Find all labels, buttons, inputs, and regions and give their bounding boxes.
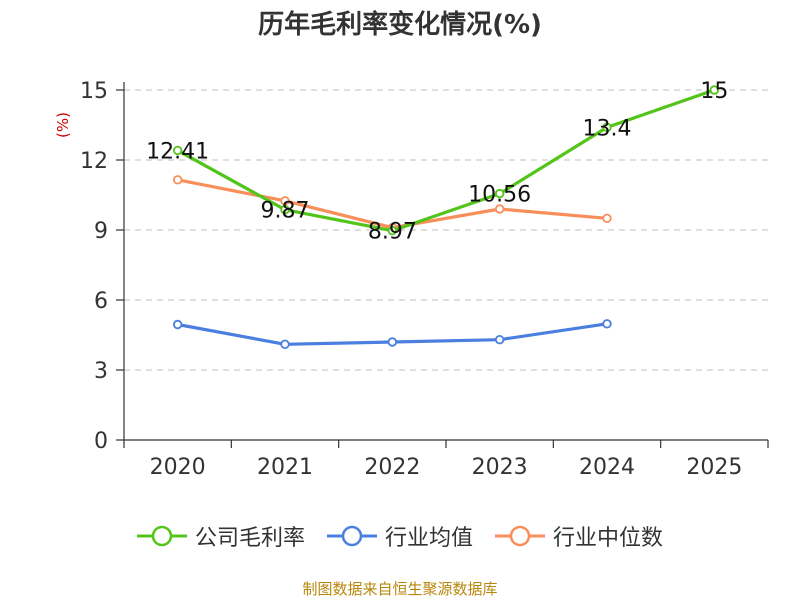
point-company <box>709 85 720 95</box>
y-tick-label: 15 <box>80 79 108 104</box>
point-company <box>494 188 505 199</box>
axes: 0 3 6 9 12 15 2020 2021 2022 2023 2024 2025 <box>80 79 769 480</box>
point-industry-avg <box>280 339 290 350</box>
x-tick-label: 2021 <box>257 455 313 480</box>
x-tick-label: 2024 <box>579 455 635 480</box>
point-company <box>172 145 183 156</box>
legend-item-industry-avg[interactable]: 行业均值 <box>326 520 473 552</box>
gridlines <box>124 89 768 371</box>
data-label: 15 <box>700 79 728 104</box>
legend-marker-industry-avg <box>341 525 363 547</box>
y-tick-label: 9 <box>94 219 108 244</box>
y-tick-label: 0 <box>94 429 108 454</box>
legend-marker-company <box>151 525 173 547</box>
data-label: 8.97 <box>368 220 417 245</box>
legend-marker-industry-median <box>509 525 531 547</box>
y-tick-label: 6 <box>94 289 108 314</box>
series-lines <box>172 85 720 350</box>
point-company <box>387 225 398 236</box>
point-industry-median <box>280 196 290 206</box>
point-industry-avg <box>602 319 612 329</box>
point-industry-median <box>494 204 505 214</box>
legend-label-company: 公司毛利率 <box>194 526 305 551</box>
point-industry-avg <box>494 334 505 345</box>
point-company <box>602 122 612 133</box>
y-axis-label: (%) <box>54 112 72 138</box>
legend-swatch-industry-avg <box>326 525 377 547</box>
point-industry-avg <box>172 319 183 330</box>
point-company <box>280 204 290 215</box>
chart-title: 历年毛利率变化情况(%) <box>258 10 542 40</box>
x-tick-label: 2023 <box>472 455 528 480</box>
data-label: 10.56 <box>468 183 531 208</box>
legend-label-industry-median: 行业中位数 <box>553 526 664 551</box>
x-tick-label: 2025 <box>686 455 742 480</box>
legend-swatch-industry-median <box>495 525 545 547</box>
data-label: 13.4 <box>583 116 632 141</box>
source-note: 制图数据来自恒生聚源数据库 <box>302 580 498 598</box>
legend-label-industry-avg: 行业均值 <box>384 526 473 551</box>
legend-item-company[interactable]: 公司毛利率 <box>136 520 305 552</box>
series-line-company <box>176 88 715 233</box>
point-industry-median <box>172 175 183 185</box>
y-tick-label: 3 <box>94 359 108 384</box>
data-labels: 12.41 9.87 8.97 10.56 13.4 15 <box>146 79 728 245</box>
x-tick-label: 2022 <box>364 455 420 480</box>
legend: 公司毛利率 行业均值 行业中位数 <box>0 520 800 552</box>
point-industry-avg <box>387 337 398 347</box>
data-label: 12.41 <box>146 139 209 164</box>
y-tick-label: 12 <box>80 149 108 174</box>
legend-swatch-company <box>136 525 187 547</box>
x-tick-label: 2020 <box>150 455 206 480</box>
data-label: 9.87 <box>261 199 310 224</box>
legend-item-industry-median[interactable]: 行业中位数 <box>495 520 663 552</box>
point-industry-median <box>602 213 612 224</box>
